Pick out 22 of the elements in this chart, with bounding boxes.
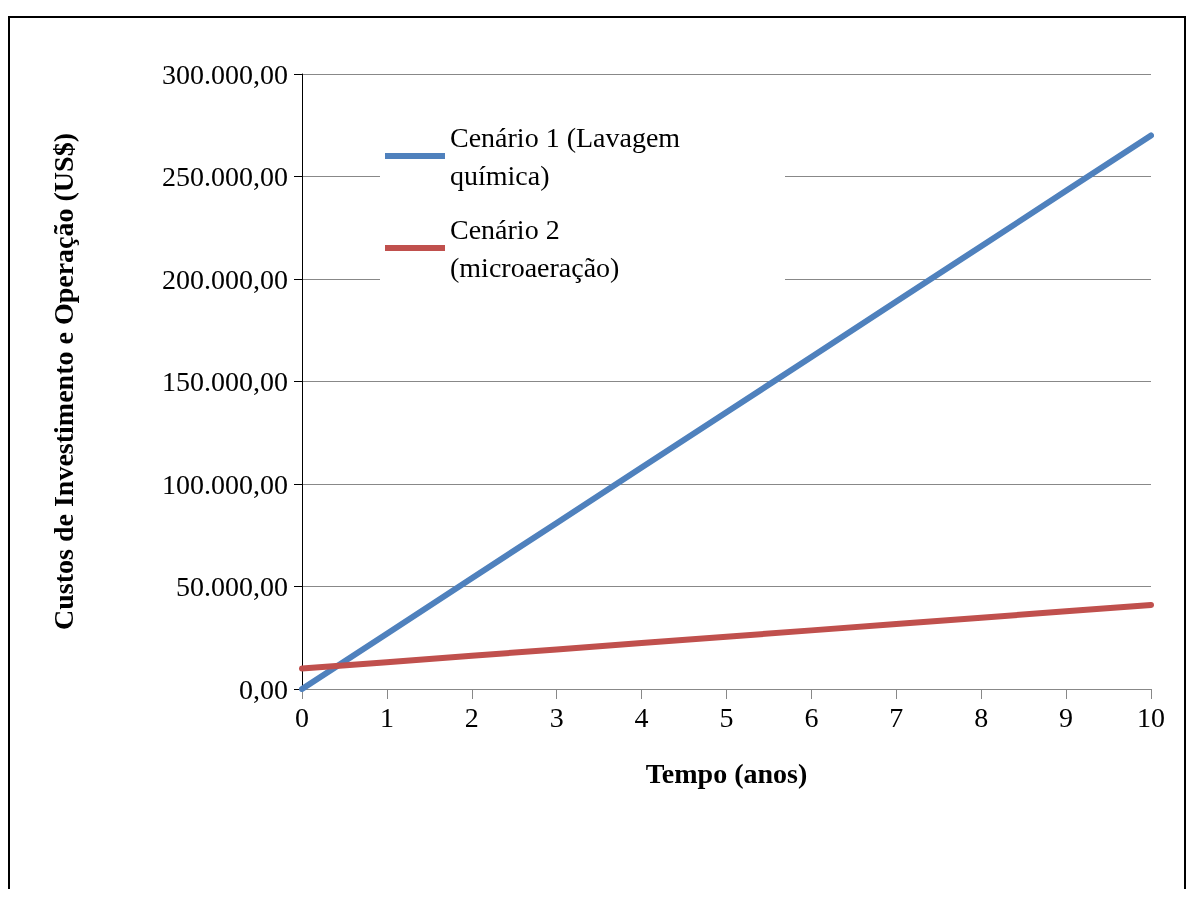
x-tick-label: 10 — [1137, 701, 1165, 733]
x-axis-title: Tempo (anos) — [645, 757, 808, 789]
x-tick-label: 8 — [974, 701, 989, 733]
y-tick-label: 100.000,00 — [162, 468, 288, 500]
x-tick-label: 7 — [889, 701, 904, 733]
y-tick-label: 250.000,00 — [162, 161, 288, 192]
y-tick-label: 150.000,00 — [162, 366, 288, 397]
x-tick-label: 6 — [804, 701, 819, 733]
x-tick-label: 1 — [379, 701, 394, 733]
y-tick-label: 50.000,00 — [176, 571, 288, 602]
y-tick-label: 300.000,00 — [162, 58, 288, 90]
y-tick-label: 200.000,00 — [162, 263, 288, 295]
x-tick-label: 9 — [1059, 701, 1074, 733]
legend-label: Cenário 2 (microaeração) — [450, 213, 620, 283]
y-axis-title: Custos de Investimento e Operação (US$) — [47, 133, 79, 630]
y-tick-label: 0,00 — [239, 673, 288, 705]
legend-label: Cenário 1 (Lavagem química) — [450, 121, 688, 191]
x-tick-label: 2 — [464, 701, 479, 733]
x-tick-label: 0 — [295, 701, 309, 733]
x-tick-label: 5 — [719, 701, 734, 733]
x-tick-label: 3 — [549, 701, 564, 733]
x-tick-label: 4 — [634, 701, 649, 733]
